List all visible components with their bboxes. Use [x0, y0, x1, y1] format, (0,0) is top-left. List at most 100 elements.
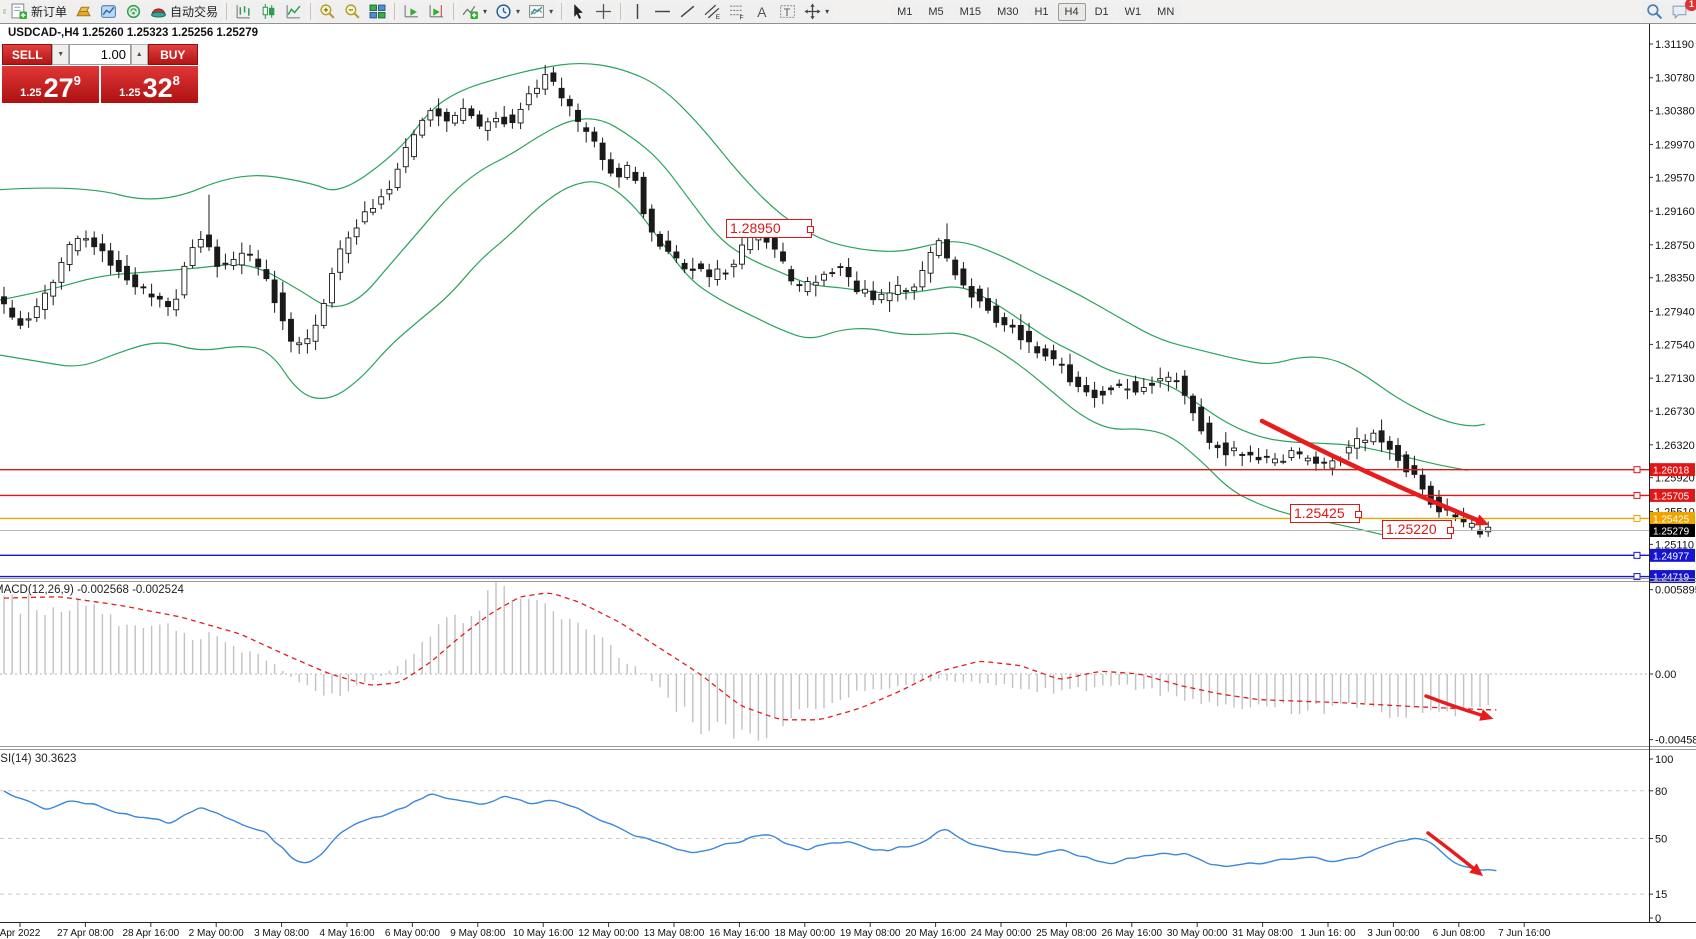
timeframe-d1[interactable]: D1: [1087, 2, 1116, 21]
rsi-axis-label: 80: [1655, 786, 1667, 798]
indicators-button[interactable]: ▾: [458, 1, 492, 22]
price-annotation[interactable]: 1.25220: [1382, 520, 1454, 539]
volume-decrease-button[interactable]: ▼: [52, 44, 69, 65]
sell-price-sup: 9: [73, 73, 81, 88]
auto-trading-label: 自动交易: [170, 5, 219, 19]
auto-scroll-button[interactable]: [399, 1, 425, 22]
signal-button[interactable]: [121, 1, 147, 22]
signal-icon: [126, 4, 141, 19]
line-chart-mode-button[interactable]: [281, 1, 307, 22]
price-axis: 1.31190 1.30780 1.30380 1.29970 1.29570 1.291…: [1649, 39, 1696, 925]
template-icon: [529, 5, 544, 18]
toolbar-separator: [394, 3, 396, 20]
timeframe-m5[interactable]: M5: [921, 2, 951, 21]
buy-button[interactable]: BUY: [147, 44, 198, 65]
time-axis-label: 3 May 08:00: [254, 928, 309, 939]
equidistant-channel-tool-button[interactable]: E: [700, 1, 726, 22]
rsi-axis-label: 100: [1655, 754, 1673, 766]
zoom-in-button[interactable]: [315, 1, 341, 22]
sell-price-big: 27: [43, 73, 74, 103]
cursor-tool-button[interactable]: [566, 1, 592, 22]
text-tool-button[interactable]: A: [750, 1, 776, 22]
text-label-icon: T: [780, 5, 796, 19]
auto-trading-button[interactable]: 自动交易: [146, 1, 223, 22]
periods-button[interactable]: ▾: [491, 1, 525, 22]
clock-icon: [496, 4, 511, 19]
chevron-down-icon: ▾: [549, 7, 554, 16]
zoom-out-button[interactable]: [340, 1, 366, 22]
horizontal-line-tool-button[interactable]: [650, 1, 676, 22]
timeframe-m15[interactable]: M15: [952, 2, 989, 21]
volume-increase-button[interactable]: ▲: [131, 44, 148, 65]
timeframe-mn[interactable]: MN: [1150, 2, 1182, 21]
time-axis-label: 13 May 08:00: [644, 928, 705, 939]
equidistant-channel-icon: E: [704, 4, 720, 20]
toolbar-separator: [310, 3, 312, 20]
fibonacci-tool-button[interactable]: F: [725, 1, 751, 22]
sell-button[interactable]: SELL: [2, 44, 53, 65]
vertical-line-tool-button[interactable]: [625, 1, 651, 22]
price-axis-label: 1.30380: [1655, 106, 1695, 118]
annotation-handle[interactable]: [1447, 526, 1454, 534]
price-axis-label: 1.27130: [1655, 373, 1695, 385]
price-axis-label: 1.27940: [1655, 306, 1695, 318]
time-axis[interactable]: Apr 2022 27 Apr 08:00 28 Apr 16:00 2 May 00…: [0, 923, 1551, 939]
price-tag: 1.24977: [1650, 548, 1695, 562]
annotation-handle[interactable]: [1355, 510, 1362, 518]
templates-button[interactable]: ▾: [524, 1, 558, 22]
search-button[interactable]: [1642, 1, 1667, 22]
rsi-axis-label: 0: [1655, 913, 1661, 925]
rsi-line: [3, 790, 1497, 872]
price-tag: 1.25425: [1650, 511, 1695, 525]
fibonacci-icon: F: [730, 5, 744, 20]
timeframe-m30[interactable]: M30: [990, 2, 1026, 21]
candlestick-mode-button[interactable]: [256, 1, 282, 22]
time-axis-label: 20 May 16:00: [905, 928, 966, 939]
price-axis-label: 1.29970: [1655, 139, 1695, 151]
timeframe-w1[interactable]: W1: [1117, 2, 1149, 21]
time-axis-label: 6 Jun 08:00: [1433, 928, 1486, 939]
crosshair-tool-button[interactable]: [591, 1, 617, 22]
price-annotation[interactable]: 1.25425: [1290, 504, 1362, 523]
chart-shift-button[interactable]: [424, 1, 450, 22]
trendline-icon: [680, 5, 695, 18]
text-label-tool-button[interactable]: T: [775, 1, 801, 22]
trendline-tool-button[interactable]: [675, 1, 701, 22]
chart-window-button[interactable]: [96, 1, 122, 22]
price-axis-label: 1.28350: [1655, 273, 1695, 285]
timeframe-h1[interactable]: H1: [1027, 2, 1056, 21]
line-chart-icon: [286, 5, 301, 19]
timeframe-m1[interactable]: M1: [890, 2, 920, 21]
time-axis-label: 31 May 08:00: [1232, 928, 1293, 939]
tile-windows-button[interactable]: [365, 1, 391, 22]
chart-shift-icon: [429, 5, 443, 18]
svg-text:E: E: [716, 14, 720, 20]
price-axis-label: 1.31190: [1655, 39, 1694, 51]
rsi-axis-label: 15: [1655, 889, 1667, 901]
arrows-tool-button[interactable]: ▾: [800, 1, 834, 22]
new-order-button[interactable]: 新订单: [7, 1, 72, 22]
timeframe-group: M1 M5 M15 M30 H1 H4 D1 W1 MN: [889, 2, 1182, 21]
time-axis-label: Apr 2022: [0, 928, 41, 939]
time-axis-label: 6 May 00:00: [385, 928, 440, 939]
price-annotation[interactable]: 1.28950: [726, 219, 814, 238]
bar-chart-mode-button[interactable]: [231, 1, 257, 22]
timeframe-h4[interactable]: H4: [1057, 2, 1086, 21]
time-axis-label: 7 Jun 16:00: [1498, 928, 1551, 939]
buy-price-tile[interactable]: 1.25 32 8: [101, 66, 198, 103]
volume-input[interactable]: [69, 44, 131, 65]
chevron-down-icon: ▾: [825, 7, 830, 16]
svg-text:A: A: [757, 4, 767, 20]
gold-ingot-button[interactable]: [71, 1, 97, 22]
svg-text:1.26018: 1.26018: [1653, 466, 1690, 477]
auto-scroll-icon: [404, 5, 418, 18]
svg-text:1.25705: 1.25705: [1653, 491, 1690, 502]
trend-arrow: [1259, 418, 1480, 523]
cursor-icon: [574, 4, 583, 19]
annotation-handle[interactable]: [807, 225, 814, 233]
sell-price-tile[interactable]: 1.25 27 9: [2, 66, 99, 103]
time-axis-label: 26 May 16:00: [1101, 928, 1162, 939]
buy-price-prefix: 1.25: [119, 87, 141, 99]
